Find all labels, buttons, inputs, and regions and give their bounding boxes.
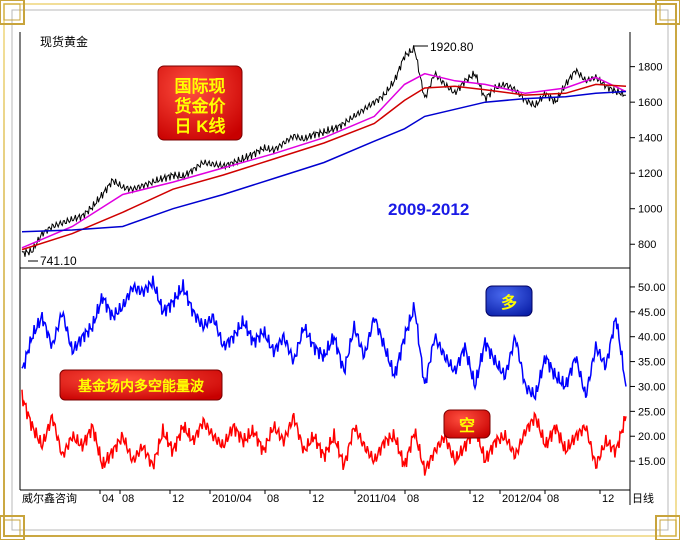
x-tick-label: 12 xyxy=(602,493,614,505)
series-line-多 xyxy=(21,275,627,402)
y-tick-label: 50.00 xyxy=(638,282,666,294)
high-annotation: 1920.80 xyxy=(414,40,474,54)
x-tick-label: 04 xyxy=(102,493,114,505)
series-line-空 xyxy=(21,389,627,476)
x-tick-label: 12 xyxy=(312,493,324,505)
footer-vendor: 威尔鑫咨询 xyxy=(22,491,77,505)
series-line-ma-long xyxy=(21,90,627,233)
y-tick-label: 1400 xyxy=(638,133,662,145)
x-tick-label: 08 xyxy=(407,493,419,505)
x-tick-label: 12 xyxy=(472,493,484,505)
series-line-ma-short xyxy=(21,72,627,249)
title-line-3: 日 K线 xyxy=(175,116,226,136)
period-label: 日线 xyxy=(632,491,654,505)
y-tick-label: 25.00 xyxy=(638,406,666,418)
y-tick-label: 1000 xyxy=(638,204,662,216)
x-tick-label: 2012/04 xyxy=(502,493,542,505)
instrument-title: 现货黄金 xyxy=(40,34,88,49)
flow-title: 基金场内多空能量波 xyxy=(78,378,205,394)
y-tick-label: 45.00 xyxy=(638,307,666,319)
x-tick-label: 2010/04 xyxy=(212,493,252,505)
x-tick-label: 12 xyxy=(172,493,184,505)
y-tick-label: 1800 xyxy=(638,62,662,74)
y-tick-label: 35.00 xyxy=(638,357,666,369)
y-tick-label: 1200 xyxy=(638,168,662,180)
flow-title-box: 基金场内多空能量波 xyxy=(59,369,223,401)
y-tick-label: 1600 xyxy=(638,97,662,109)
price-panel xyxy=(21,45,627,257)
y-tick-label: 40.00 xyxy=(638,332,666,344)
low-annotation-label: 741.10 xyxy=(40,254,77,268)
x-axis: 04 08 12 2010/04 08 12 2011/04 08 12 2012/04 08 12 xyxy=(99,490,614,505)
price-axis: 800 1000 1200 1400 1600 1800 xyxy=(630,62,662,251)
y-tick-label: 800 xyxy=(638,239,656,251)
y-tick-label: 30.00 xyxy=(638,381,666,393)
plot-frame xyxy=(19,32,631,505)
high-annotation-label: 1920.80 xyxy=(430,40,474,54)
title-line-2: 货金价 xyxy=(175,96,227,116)
y-tick-label: 20.00 xyxy=(638,431,666,443)
long-badge-label: 多 xyxy=(501,293,517,312)
low-annotation: 741.10 xyxy=(28,254,77,268)
short-badge: 空 xyxy=(443,409,491,439)
x-tick-label: 2011/04 xyxy=(357,493,396,505)
x-tick-label: 08 xyxy=(547,493,559,505)
flow-panel xyxy=(21,275,627,476)
y-tick-label: 15.00 xyxy=(638,456,666,468)
short-badge-label: 空 xyxy=(459,416,475,435)
x-tick-label: 08 xyxy=(267,493,279,505)
series-line-ma-mid xyxy=(21,83,627,251)
series-line-price xyxy=(21,45,627,257)
title-line-1: 国际现 xyxy=(175,77,226,96)
x-tick-label: 08 xyxy=(122,493,134,505)
long-badge: 多 xyxy=(485,285,533,317)
title-box: 国际现 货金价 日 K线 xyxy=(157,65,243,141)
period-range: 2009-2012 xyxy=(388,200,469,219)
flow-axis: 15.00 20.00 25.00 30.00 35.00 40.00 45.00 50.00 xyxy=(630,282,666,468)
